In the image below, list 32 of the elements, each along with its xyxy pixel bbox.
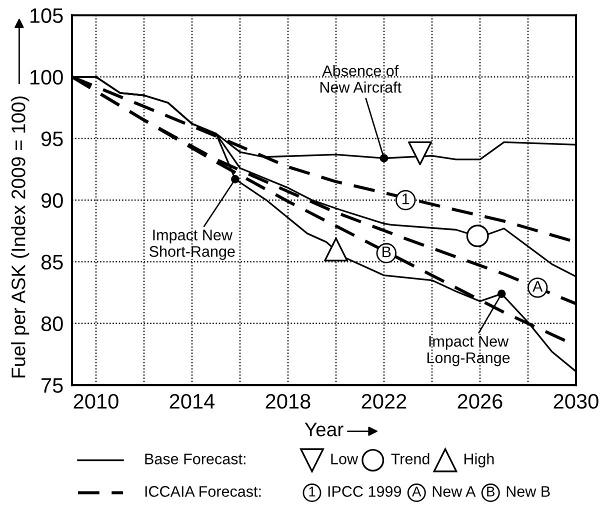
legend-label: High <box>464 453 494 468</box>
y-tick-label: 100 <box>30 70 63 85</box>
text: Base Forecast: <box>145 454 246 464</box>
annotation: B <box>382 246 391 258</box>
text: B <box>487 486 495 496</box>
y-axis-title: Fuel per ASK (Index 2009 = 100) <box>11 96 30 378</box>
y-tick-label: 80 <box>41 316 63 332</box>
legend-label: IPCC 1999 <box>328 486 402 497</box>
x-axis-title: Year <box>304 422 344 436</box>
x-tick-label: 2010 <box>74 394 118 409</box>
annotation: Impact New Short-Range <box>150 230 235 260</box>
legend-label: Low <box>331 454 358 464</box>
x-tick-label: 2030 <box>554 394 598 409</box>
annotation: A <box>532 281 543 292</box>
legend-label: New A <box>432 486 476 497</box>
y-tick-label: 105 <box>30 8 63 23</box>
legend-label: New B <box>506 486 550 497</box>
y-tick-label: 75 <box>42 378 63 393</box>
x-tick-label: 2018 <box>266 394 310 409</box>
y-tick-label: 90 <box>41 193 63 208</box>
text: 1 <box>309 486 316 496</box>
y-tick-label: 95 <box>41 132 63 146</box>
text: A <box>412 486 422 496</box>
annotation: Impact New Long-Range <box>427 336 510 366</box>
x-tick-label: 2014 <box>170 394 215 409</box>
legend-label: Trend <box>391 453 430 464</box>
annotation: Absence of New Aircraft <box>320 65 402 93</box>
x-tick-label: 2026 <box>458 394 502 409</box>
annotation: 1 <box>402 194 410 204</box>
y-tick-label: 85 <box>41 254 63 270</box>
x-tick-label: 2022 <box>362 394 406 409</box>
text: ICCAIA Forecast: <box>145 486 261 497</box>
